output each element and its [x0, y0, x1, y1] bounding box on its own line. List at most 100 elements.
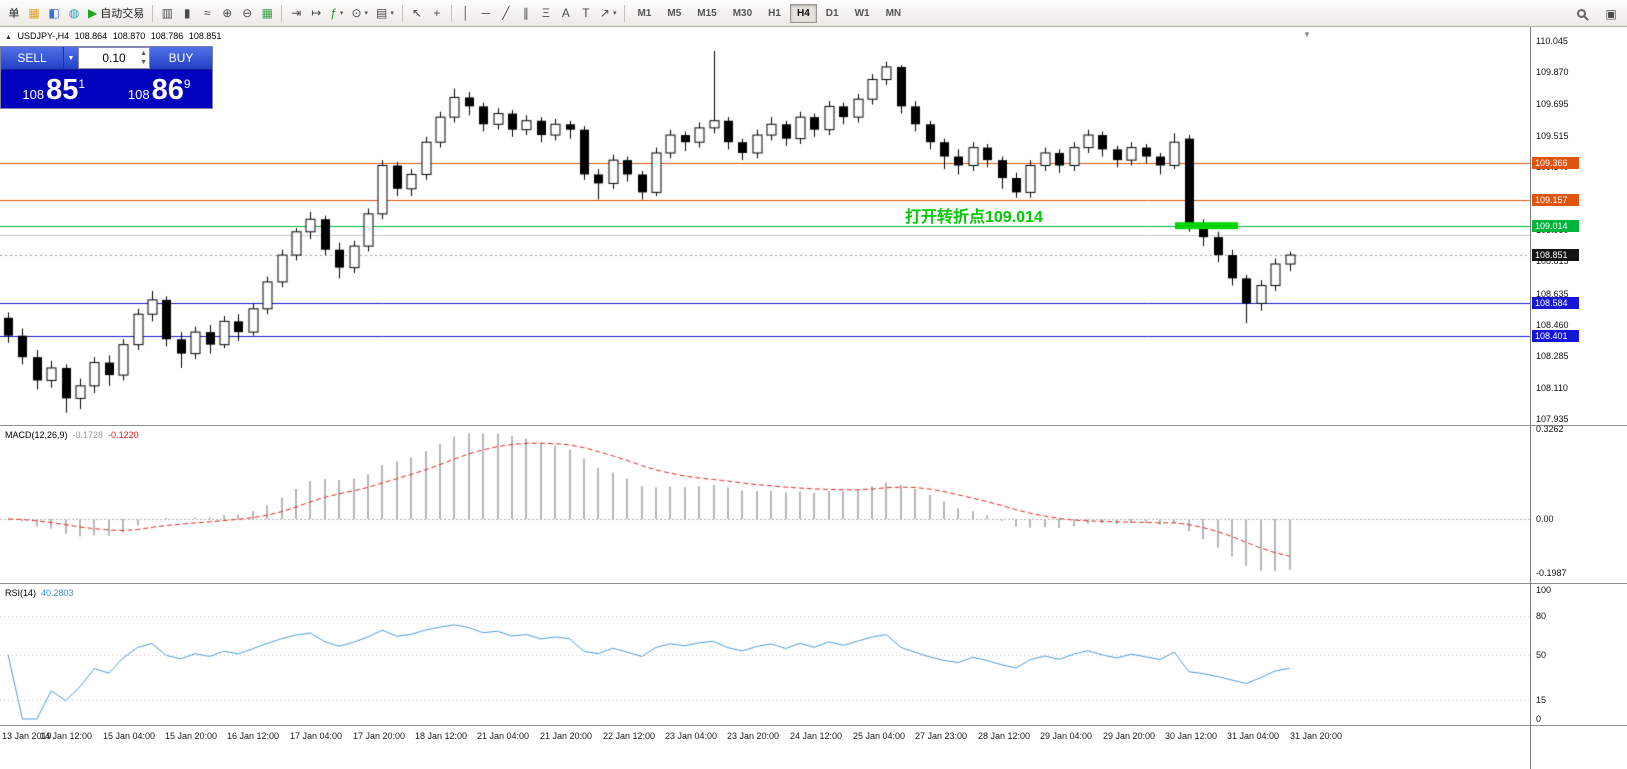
panel-separator[interactable]	[0, 583, 1627, 584]
autotrading-button-label: 自动交易	[100, 8, 145, 20]
macd-axis-label: 0.3262	[1536, 424, 1564, 435]
crosshair-icon: +	[433, 6, 441, 20]
chart-windows-icon[interactable]: ▣	[1605, 6, 1617, 21]
templates-icon: ▤	[376, 6, 388, 20]
cursor-icon: ↖	[411, 6, 422, 20]
spin-up-icon[interactable]: ▲	[140, 50, 147, 57]
channel-icon[interactable]: ∥	[516, 3, 536, 24]
chart-shift-icon[interactable]: ↦	[306, 3, 326, 24]
spin-down-icon[interactable]: ▼	[140, 59, 147, 66]
periods-button[interactable]: ⊙ ▾	[347, 3, 372, 24]
time-axis[interactable]: 13 Jan 2019 14 Jan 12:00 15 Jan 04:00 15 Ja…	[0, 726, 1530, 769]
level-price-tag: 109.014	[1532, 219, 1579, 232]
toolbar-separator	[450, 4, 452, 22]
time-label: 29 Jan 04:00	[1040, 731, 1093, 741]
crosshair-icon[interactable]: +	[427, 3, 447, 24]
indicators-button[interactable]: ƒ ▾	[326, 3, 347, 24]
time-label: 21 Jan 04:00	[477, 731, 530, 741]
timeframe-m15[interactable]: M15	[697, 7, 717, 19]
trendline-icon[interactable]: ╱	[496, 3, 516, 24]
volume-input[interactable]: 0.10 ▲ ▼	[78, 47, 150, 69]
price-tick: 108.635	[1536, 288, 1569, 299]
collapse-icon[interactable]: ▲	[5, 34, 12, 41]
rsi-chart-canvas[interactable]	[0, 584, 1530, 725]
rsi-axis-label: 0	[1536, 714, 1542, 724]
grid-icon[interactable]: ▦	[257, 3, 277, 24]
new-order-button[interactable]: 单	[4, 3, 24, 24]
chart-shift-marker-icon[interactable]: ▼	[1303, 30, 1311, 39]
text-icon: A	[561, 6, 570, 20]
new-order-button-label: 单	[8, 8, 20, 20]
buy-button[interactable]: BUY	[150, 47, 212, 69]
price-chart-canvas[interactable]	[0, 27, 1530, 425]
periods-icon: ⊙	[351, 6, 362, 20]
rsi-title: RSI(14)	[5, 588, 37, 598]
text-icon[interactable]: A	[556, 3, 576, 24]
time-label: 13 Jan 2019	[2, 731, 52, 741]
toolbar-separator	[281, 4, 283, 22]
macd-title: MACD(12,26,9)	[5, 430, 68, 440]
timeframe-h1[interactable]: H1	[768, 7, 781, 19]
price-tick: 109.515	[1536, 130, 1569, 141]
pivot-annotation[interactable]: 打开转折点109.014	[905, 209, 1043, 226]
bid-price[interactable]: 108 85 1	[1, 70, 107, 108]
bar-chart-icon[interactable]: ▥	[157, 3, 177, 24]
toolbar-separator	[401, 4, 403, 22]
autotrading-button[interactable]: ▶ 自动交易	[84, 3, 148, 24]
volume-dropdown-button[interactable]: ▼	[63, 47, 78, 69]
zoom-out-icon[interactable]: ⊖	[237, 3, 257, 24]
templates-button[interactable]: ▤ ▾	[372, 3, 398, 24]
timeframe-w1[interactable]: W1	[854, 7, 870, 19]
auto-scroll-icon[interactable]: ⇥	[286, 3, 306, 24]
macd-signal-value: -0.1220	[108, 430, 139, 440]
time-label: 24 Jan 12:00	[790, 731, 843, 741]
one-click-top-row: SELL ▼ 0.10 ▲ ▼ BUY	[1, 47, 212, 70]
timeframe-m5[interactable]: M5	[667, 7, 682, 19]
rsi-axis-label: 80	[1536, 610, 1547, 621]
level-price-tag: 108.401	[1532, 329, 1579, 342]
quote-header[interactable]: ▲ USDJPY-,H4 108.864 108.870 108.786 108…	[5, 31, 224, 41]
navigator-icon[interactable]: ◍	[64, 3, 84, 24]
level-price-tag: 109.157	[1532, 194, 1579, 207]
grid-icon: ▦	[261, 6, 273, 20]
macd-chart-canvas[interactable]	[0, 426, 1530, 583]
line-chart-icon[interactable]: ≈	[197, 3, 217, 24]
label-icon[interactable]: T	[576, 3, 596, 24]
autotrading-icon: ▶	[88, 6, 98, 20]
price-tick: 108.815	[1536, 256, 1569, 267]
price-tick: 108.285	[1536, 351, 1569, 362]
candlestick-chart-icon[interactable]: ▮	[177, 3, 197, 24]
time-label: 22 Jan 12:00	[603, 731, 656, 741]
search-icon[interactable]	[1571, 3, 1591, 24]
cursor-icon[interactable]: ↖	[407, 3, 427, 24]
chevron-down-icon: ▾	[612, 10, 617, 17]
level-price-tag: 108.584	[1532, 296, 1579, 309]
sell-button[interactable]: SELL	[1, 47, 63, 69]
price-axis[interactable]: 110.045109.870109.695109.515109.340109.1…	[1530, 27, 1627, 769]
charts-window-icon[interactable]: ▦	[24, 3, 44, 24]
rsi-header: RSI(14) 40.2803	[5, 588, 74, 598]
panel-separator[interactable]	[0, 425, 1627, 426]
timeframe-mn[interactable]: MN	[885, 7, 902, 19]
market-watch-icon[interactable]: ◧	[44, 3, 64, 24]
panel-separator[interactable]	[0, 725, 1627, 726]
vertical-line-icon[interactable]: │	[456, 3, 476, 24]
timeframe-d1[interactable]: D1	[825, 7, 839, 19]
market-watch-icon: ◧	[48, 6, 60, 20]
horizontal-line-icon[interactable]: ─	[476, 3, 496, 24]
timeframe-m30[interactable]: M30	[732, 7, 753, 19]
macd-axis-label: -0.1987	[1536, 567, 1567, 578]
charts-window-icon: ▦	[28, 6, 40, 20]
timeframe-h4[interactable]: H4	[789, 3, 817, 23]
volume-spinner[interactable]: ▲ ▼	[140, 49, 147, 67]
fibonacci-icon[interactable]: Ξ	[536, 3, 556, 24]
zoom-in-icon[interactable]: ⊕	[217, 3, 237, 24]
line-chart-icon: ≈	[203, 6, 211, 20]
arrows-button[interactable]: ↗ ▾	[596, 3, 621, 24]
current-price-tag: 108.851	[1532, 248, 1579, 261]
ask-price[interactable]: 108 86 9	[107, 70, 213, 108]
candlestick-chart-icon: ▮	[183, 6, 191, 20]
quote-close: 108.851	[188, 31, 222, 41]
label-icon: T	[582, 6, 590, 20]
timeframe-m1[interactable]: M1	[637, 7, 652, 19]
